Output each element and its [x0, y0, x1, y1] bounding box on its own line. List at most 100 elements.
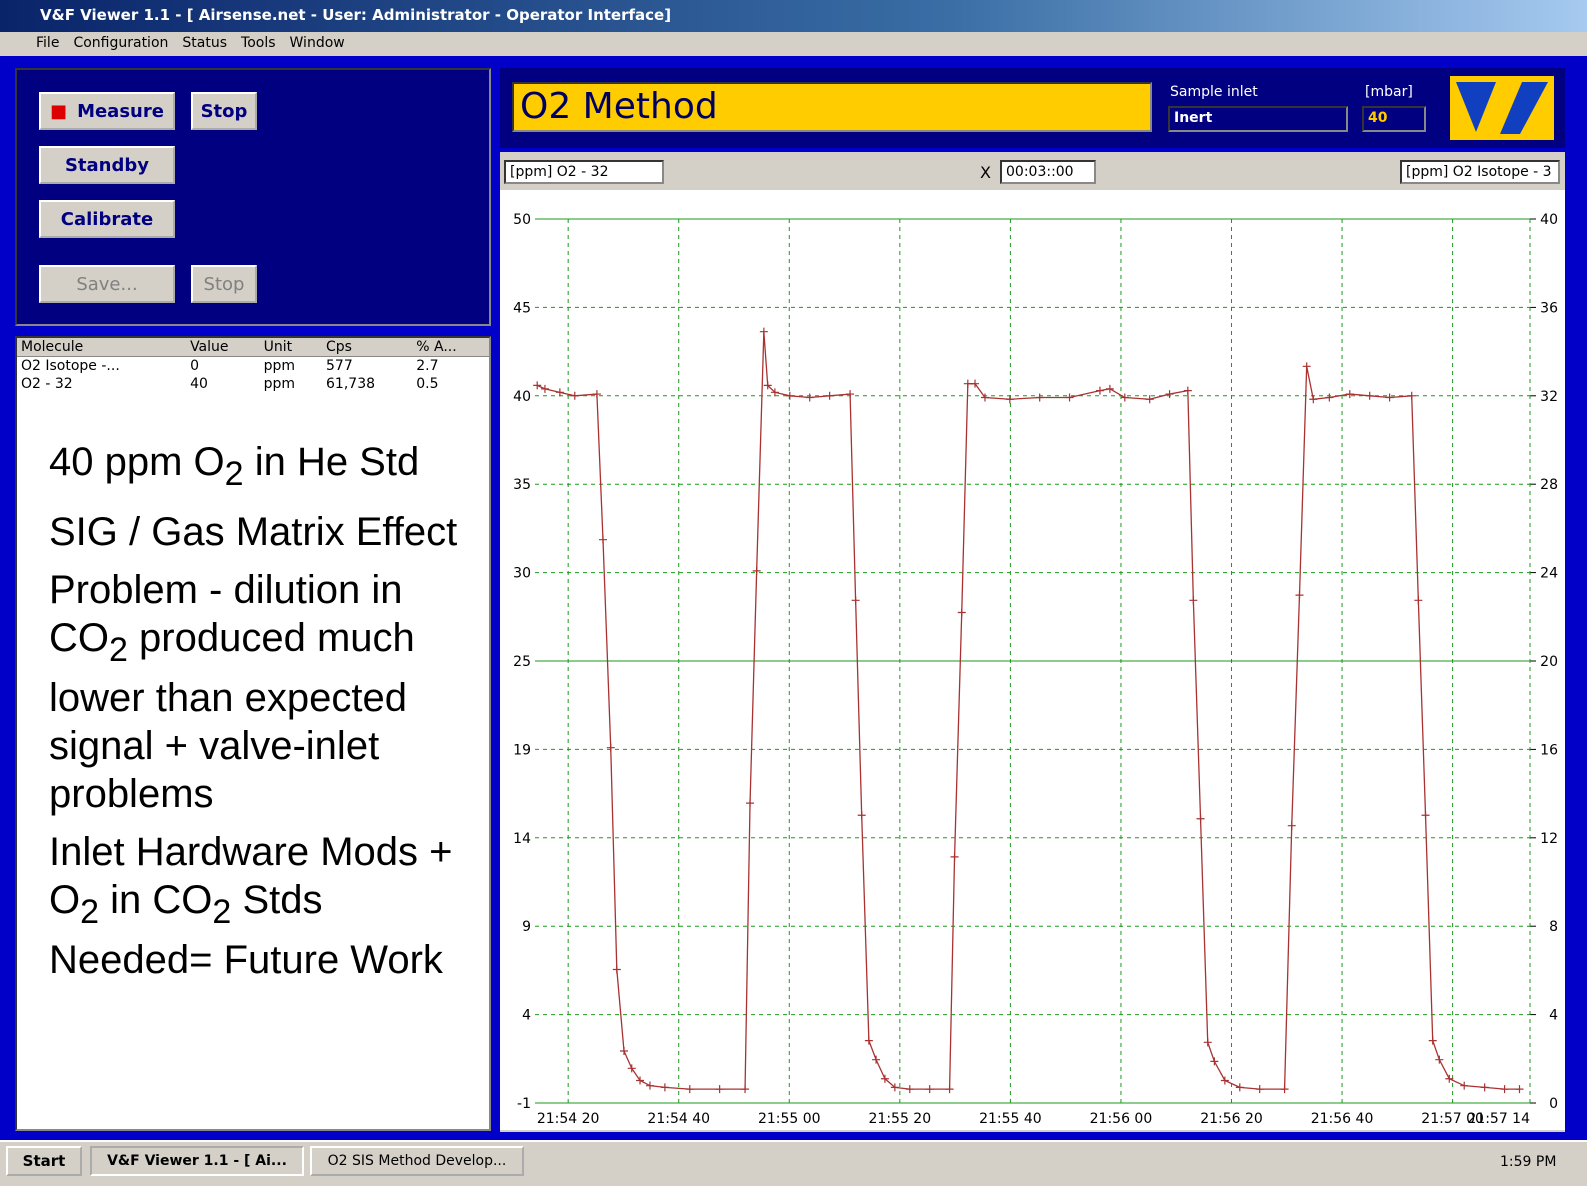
data-point	[1500, 1085, 1509, 1094]
data-point	[752, 566, 761, 575]
data-point	[763, 381, 772, 390]
menu-item[interactable]: Status	[182, 35, 228, 51]
y2-tick-label: 12	[1540, 831, 1558, 847]
column-header: Molecule	[21, 339, 84, 355]
data-point	[1365, 391, 1374, 400]
data-point	[1035, 393, 1044, 402]
y-tick-label: 25	[513, 654, 531, 670]
data-point	[1421, 811, 1430, 820]
table-cell: 2.7	[416, 358, 439, 374]
note-text: Stds Needed= Future Work	[49, 878, 443, 982]
note: Problem - dilution in CO2 produced much …	[49, 566, 469, 818]
menu-item[interactable]: File	[36, 35, 60, 51]
method-name[interactable]: O2 Method	[512, 82, 1152, 132]
task-button[interactable]: O2 SIS Method Develop...	[310, 1146, 524, 1176]
data-point	[864, 1036, 873, 1045]
data-point	[1145, 395, 1154, 404]
data-point	[785, 391, 794, 400]
table-header: Molecule Value Unit Cps % A...	[17, 338, 489, 357]
x-tick-label: 21:55 00	[758, 1111, 821, 1127]
data-point	[846, 390, 855, 399]
data-point	[606, 743, 615, 752]
x-tick-label: 21:55 40	[979, 1111, 1042, 1127]
y-tick-label: 4	[522, 1008, 531, 1024]
menu-item[interactable]: Tools	[241, 35, 276, 51]
x-tick-label: 21:56 40	[1311, 1111, 1374, 1127]
note: 40 ppm O2 in He Std	[49, 438, 469, 498]
control-panel: ■ Measure Stop Standby Calibrate Save... …	[15, 68, 491, 326]
pressure-combo[interactable]: 40	[1362, 106, 1426, 132]
y2-tick-label: 24	[1540, 566, 1558, 582]
plot-area	[500, 190, 1565, 1130]
x-tick-label: 21:54 20	[537, 1111, 600, 1127]
y2-tick-label: 0	[1549, 1096, 1558, 1112]
y-tick-label: 40	[513, 389, 531, 405]
data-point	[890, 1083, 899, 1092]
y-tick-label: 35	[513, 477, 531, 493]
data-point	[1515, 1085, 1524, 1094]
stop-save-button[interactable]: Stop	[191, 265, 257, 303]
left-channel[interactable]: [ppm] O2 - 32	[504, 160, 664, 184]
data-point	[1120, 393, 1129, 402]
menu-bar: File Configuration Status Tools Window	[0, 32, 1587, 56]
data-point	[759, 327, 768, 336]
menu-item[interactable]: Configuration	[73, 35, 169, 51]
table-cell: O2 - 32	[21, 376, 73, 392]
data-point	[685, 1085, 694, 1094]
table-cell: 0	[190, 358, 199, 374]
inlet-combo[interactable]: Inert	[1168, 106, 1348, 132]
y2-tick-label: 8	[1549, 919, 1558, 935]
menu-item[interactable]: Window	[289, 35, 345, 51]
data-point	[555, 388, 564, 397]
data-point	[1435, 1055, 1444, 1064]
window-title: V&F Viewer 1.1 - [ Airsense.net - User: …	[40, 6, 672, 24]
table-cell: 61,738	[326, 376, 376, 392]
table-cell: 40	[190, 376, 208, 392]
note-subscript: 2	[80, 893, 100, 931]
data-point	[540, 384, 549, 393]
data-point	[1210, 1057, 1219, 1066]
save-button[interactable]: Save...	[39, 265, 175, 303]
stop-button[interactable]: Stop	[191, 92, 257, 130]
table-row: O2 Isotope -... 0 ppm 577 2.7	[17, 357, 489, 376]
data-point	[1065, 393, 1074, 402]
data-point	[905, 1085, 914, 1094]
logo-art	[1456, 82, 1548, 134]
data-point	[971, 379, 980, 388]
data-point	[1345, 390, 1354, 399]
note: SIG / Gas Matrix Effect	[49, 508, 469, 556]
data-point	[570, 391, 579, 400]
table-cell: 0.5	[416, 376, 439, 392]
y2-tick-label: 20	[1540, 654, 1558, 670]
data-point	[533, 381, 542, 390]
time-span[interactable]: 00:03::00	[1000, 160, 1096, 184]
note-subscript: 2	[212, 893, 232, 931]
y-tick-label: 50	[513, 212, 531, 228]
right-channel[interactable]: [ppm] O2 Isotope - 3	[1400, 160, 1560, 184]
task-button[interactable]: V&F Viewer 1.1 - [ Ai...	[90, 1146, 304, 1176]
chart: 504540353025191494-140363228242016128402…	[500, 190, 1565, 1130]
data-point	[1295, 591, 1304, 600]
measure-button[interactable]: ■ Measure	[39, 92, 175, 130]
start-button[interactable]: Start	[6, 1146, 82, 1176]
note: Inlet Hardware Mods + O2 in CO2 Stds Nee…	[49, 828, 469, 984]
data-point	[851, 596, 860, 605]
column-header: % A...	[416, 339, 457, 355]
data-point	[645, 1081, 654, 1090]
data-point	[598, 535, 607, 544]
calibrate-button[interactable]: Calibrate	[39, 200, 175, 238]
note-text: 40 ppm O	[49, 440, 225, 484]
standby-button[interactable]: Standby	[39, 146, 175, 184]
molecule-panel: Molecule Value Unit Cps % A... O2 Isotope -..…	[15, 336, 491, 1131]
note-text: SIG / Gas Matrix Effect	[49, 510, 458, 554]
data-point	[612, 965, 621, 974]
data-point	[1105, 384, 1114, 393]
note-text: in CO	[99, 878, 213, 922]
data-point	[741, 1085, 750, 1094]
note-subscript: 2	[224, 455, 244, 493]
data-point	[880, 1074, 889, 1083]
x-tick-label: 21:57 14	[1467, 1111, 1530, 1127]
y-tick-label: 19	[513, 742, 531, 758]
table-cell: ppm	[263, 358, 296, 374]
